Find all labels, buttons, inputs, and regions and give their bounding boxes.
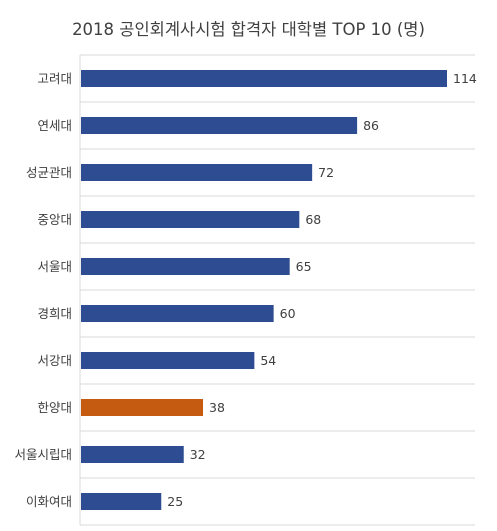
bar-1 xyxy=(81,70,447,87)
bar-4 xyxy=(81,211,300,228)
category-label: 서울대 xyxy=(37,259,72,274)
category-label: 서울시립대 xyxy=(14,447,72,462)
value-label: 65 xyxy=(296,259,312,274)
bar-9 xyxy=(81,446,184,463)
value-label: 86 xyxy=(363,118,379,133)
value-label: 72 xyxy=(318,165,334,180)
value-label: 60 xyxy=(280,306,296,321)
bar-3 xyxy=(81,164,313,181)
category-label: 성균관대 xyxy=(26,165,72,180)
bar-6 xyxy=(81,305,274,322)
category-label: 서강대 xyxy=(37,353,72,368)
value-label: 25 xyxy=(167,494,183,509)
bar-10 xyxy=(81,493,162,510)
bar-5 xyxy=(81,258,290,275)
value-label: 54 xyxy=(260,353,276,368)
category-label: 한양대 xyxy=(37,400,72,415)
category-label: 경희대 xyxy=(37,306,72,321)
chart-title: 2018 공인회계사시험 합격자 대학별 TOP 10 (명) xyxy=(72,20,425,39)
value-label: 114 xyxy=(453,71,477,86)
value-label: 38 xyxy=(209,400,225,415)
value-label: 68 xyxy=(305,212,321,227)
value-label: 32 xyxy=(190,447,206,462)
category-label: 고려대 xyxy=(37,71,72,86)
bar-8 xyxy=(81,399,203,416)
category-label: 이화여대 xyxy=(26,494,72,509)
bar-2 xyxy=(81,117,358,134)
category-label: 중앙대 xyxy=(37,212,72,227)
category-label: 연세대 xyxy=(37,118,72,133)
bar-7 xyxy=(81,352,255,369)
